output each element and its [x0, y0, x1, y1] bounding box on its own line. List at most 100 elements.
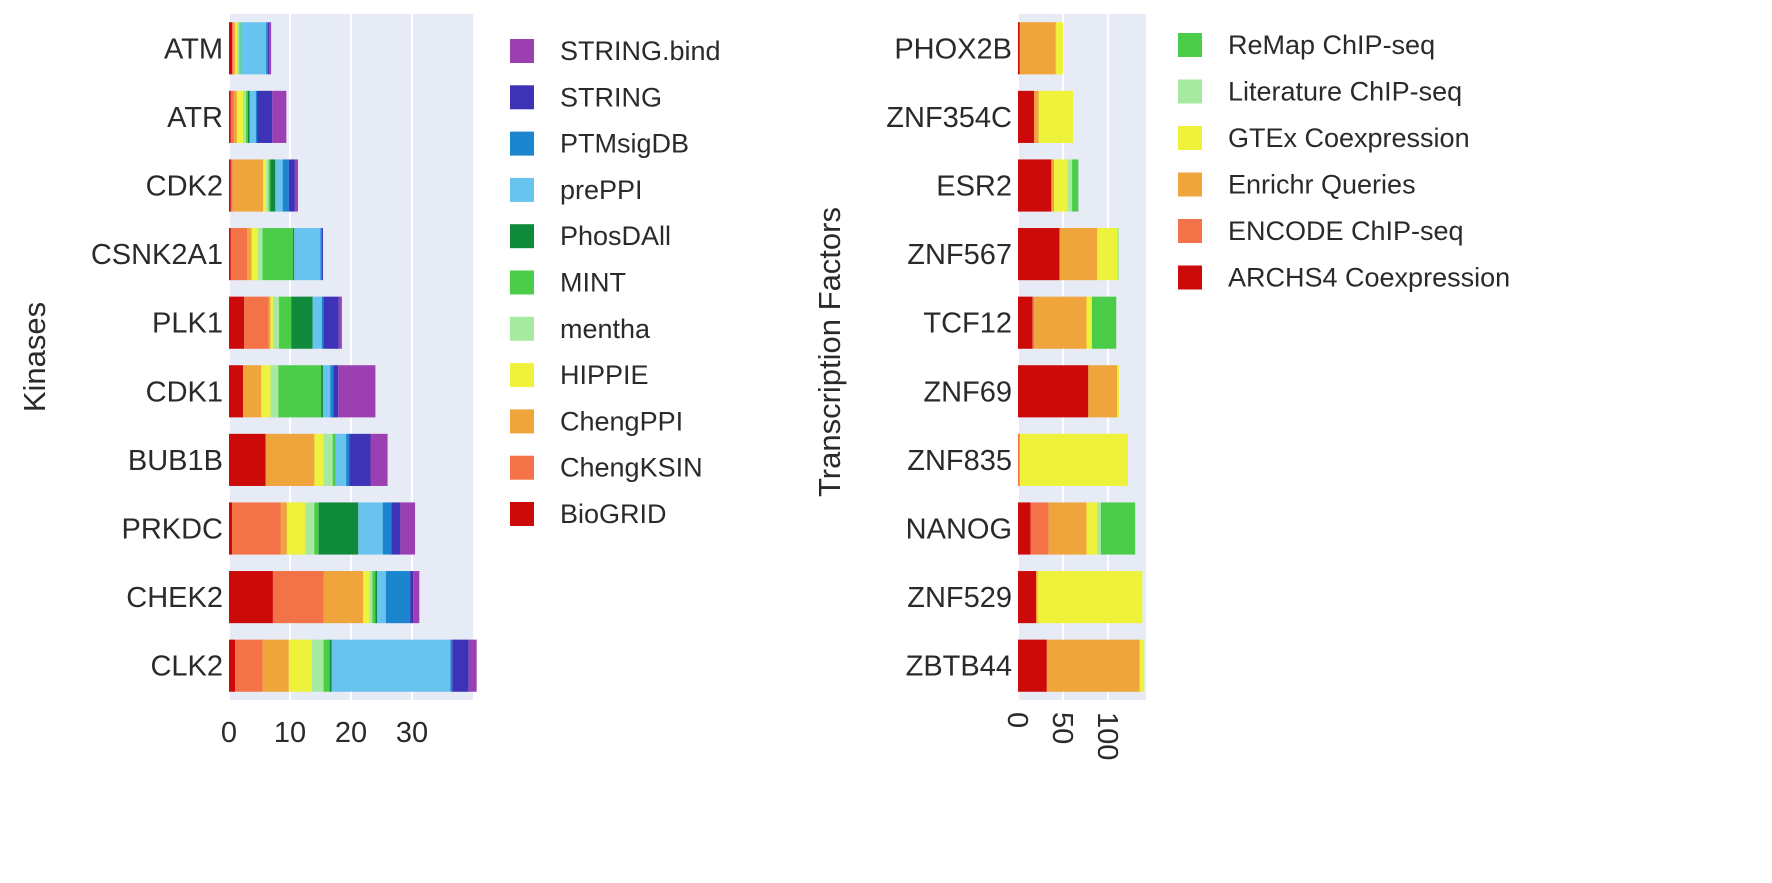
bar-segment	[229, 22, 233, 75]
category-label: TCF12	[923, 308, 1012, 340]
category-label: PHOX2B	[894, 33, 1012, 65]
bar-segment	[305, 502, 315, 555]
category-label: CDK2	[146, 171, 223, 203]
bar-segment	[229, 639, 236, 692]
bar-segment	[279, 296, 292, 349]
bar-segment	[257, 228, 263, 281]
bar-segment	[288, 639, 312, 692]
bar-segment	[323, 639, 330, 692]
bar-segment	[229, 433, 266, 486]
legend-label: Literature ChIP-seq	[1228, 77, 1462, 107]
bar-segment	[346, 433, 350, 486]
bar-segment	[293, 228, 295, 281]
bar-segment	[312, 296, 322, 349]
bar-segment	[1055, 22, 1064, 75]
bar-segment	[272, 296, 280, 349]
bar-segment	[1088, 365, 1118, 418]
legend-label: ChengPPI	[560, 406, 683, 436]
bar-segment	[266, 159, 269, 212]
bar-segment	[275, 159, 283, 212]
bar-segment	[372, 571, 376, 624]
bar-segment	[1034, 296, 1087, 349]
category-label: ZNF354C	[886, 102, 1012, 134]
bar-segment	[1018, 433, 1020, 486]
bar-segment	[246, 90, 248, 143]
bar-segment	[229, 296, 245, 349]
legend-swatch	[1178, 33, 1202, 57]
bar-segment	[1097, 228, 1118, 281]
kinases-x-tick-labels: 0 10 20 30	[221, 717, 428, 749]
x-tick-label: 10	[274, 717, 306, 749]
bar-segment	[229, 365, 244, 418]
bar-segment	[1117, 228, 1119, 281]
bar-segment	[318, 502, 359, 555]
bar-segment	[391, 502, 401, 555]
bar-segment	[247, 228, 252, 281]
bar-segment	[468, 639, 477, 692]
bar-segment	[255, 90, 258, 143]
bar-segment	[1018, 639, 1047, 692]
bar-segment	[1072, 159, 1079, 212]
bar-segment	[1117, 365, 1119, 418]
bar-segment	[236, 90, 244, 143]
category-label: ESR2	[936, 171, 1012, 203]
bar-segment	[265, 433, 315, 486]
bar-segment	[268, 159, 271, 212]
bar-segment	[323, 433, 333, 486]
bar-segment	[272, 90, 287, 143]
bar-segment	[363, 571, 370, 624]
bar-segment	[377, 571, 386, 624]
bar-segment	[268, 22, 270, 75]
category-label: CHEK2	[126, 582, 223, 614]
tf-bars	[1018, 22, 1145, 692]
bar-segment	[1100, 502, 1136, 555]
bar-segment	[321, 365, 323, 418]
bar-segment	[410, 571, 414, 624]
bar-segment	[261, 365, 271, 418]
bar-segment	[288, 159, 295, 212]
bar-segment	[1139, 639, 1145, 692]
bar-segment	[332, 433, 336, 486]
bar-segment	[358, 502, 383, 555]
legend-swatch	[1178, 219, 1202, 243]
category-label: ZNF69	[923, 376, 1012, 408]
bar-segment	[262, 639, 289, 692]
bar-segment	[1046, 639, 1140, 692]
bar-segment	[272, 571, 324, 624]
bar-segment	[236, 22, 240, 75]
x-tick-label: 20	[335, 717, 367, 749]
bar-segment	[1018, 296, 1033, 349]
bar-segment	[1018, 90, 1035, 143]
kinases-category-labels: ATM ATR CDK2 CSNK2A1 PLK1 CDK1 BUB1B PRKDC CHEK2…	[91, 33, 223, 682]
bar-segment	[244, 296, 269, 349]
bar-segment	[257, 90, 273, 143]
legend-swatch	[510, 270, 534, 295]
bar-segment	[1018, 22, 1020, 75]
bar-segment	[335, 433, 347, 486]
bar-segment	[323, 571, 364, 624]
bar-segment	[262, 228, 294, 281]
bar-segment	[240, 22, 267, 75]
category-label: CDK1	[146, 376, 223, 408]
bar-segment	[1051, 159, 1055, 212]
legend-label: ChengKSIN	[560, 453, 703, 483]
bar-segment	[269, 22, 272, 75]
legend-label: STRING.bind	[560, 36, 721, 66]
legend-swatch	[510, 85, 534, 110]
legend-swatch	[1178, 265, 1202, 290]
legend-label: HIPPIE	[560, 360, 649, 390]
bar-segment	[270, 159, 276, 212]
bar-segment	[229, 502, 233, 555]
bar-segment	[1067, 159, 1073, 212]
bar-segment	[229, 228, 231, 281]
category-label: ZNF529	[907, 582, 1012, 614]
bar-segment	[235, 22, 237, 75]
bar-segment	[333, 365, 339, 418]
bar-segment	[229, 159, 231, 212]
legend-label: ENCODE ChIP-seq	[1228, 216, 1464, 246]
bar-segment	[294, 159, 298, 212]
category-label: NANOG	[906, 514, 1012, 546]
bar-segment	[243, 90, 247, 143]
bar-segment	[1054, 159, 1068, 212]
